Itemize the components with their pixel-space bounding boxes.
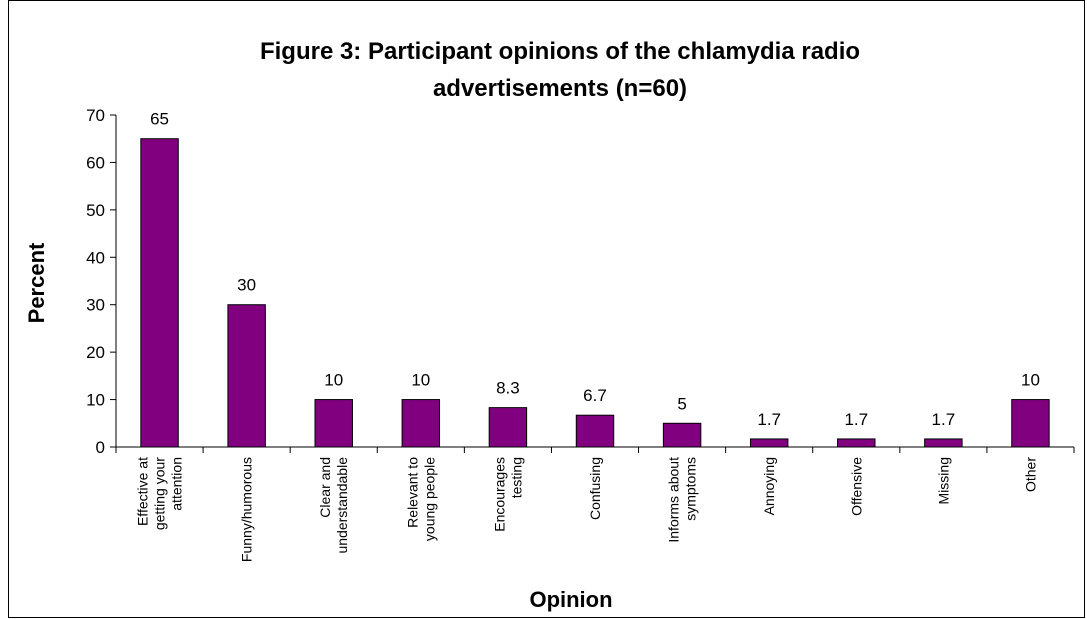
bar [227,304,266,448]
category-label: Effective at [135,457,151,526]
bar [401,399,441,448]
data-label: 1.7 [932,410,956,429]
category-label: understandable [334,457,350,554]
category-label: attention [169,457,185,511]
category-label: Missing [935,457,951,504]
y-tick-label: 70 [86,106,105,125]
bar [1011,399,1050,448]
bar [924,438,963,448]
data-label: 6.7 [583,386,607,405]
data-label: 65 [150,110,169,129]
data-label: 8.3 [496,379,520,398]
data-label: 30 [237,276,256,295]
category-label: symptoms [683,457,699,521]
category-label: Confusing [587,457,603,520]
data-label: 1.7 [757,410,781,429]
category-label: Annoying [761,457,777,515]
bar [575,414,615,448]
category-label: Offensive [848,457,864,516]
y-tick-label: 10 [86,391,105,410]
category-label: Informs about [666,457,682,543]
category-label: Funny/humorous [239,457,255,562]
y-tick-label: 60 [86,153,105,172]
y-tick-label: 20 [86,343,105,362]
category-label: testing [508,457,524,498]
category-label: Relevant to [404,457,420,528]
data-label: 5 [677,394,686,413]
data-label: 1.7 [844,410,868,429]
plot-area: 0 10 20 30 40 50 60 70 65 Effective at getting you… [86,106,1075,562]
data-label: 10 [324,371,343,390]
data-label: 10 [1021,371,1040,390]
category-label: Clear and [317,457,333,518]
data-label: 10 [411,371,430,390]
category-label: Other [1022,457,1038,492]
bar [837,438,876,448]
category-label: getting your [152,457,168,530]
y-axis-title: Percent [24,242,49,323]
y-tick-label: 0 [96,438,105,457]
category-label: young people [421,457,437,541]
bar [488,407,528,448]
bar [314,399,353,448]
chart-frame [8,0,1085,618]
bar [140,138,179,448]
chart-title-line-1: Figure 3: Participant opinions of the ch… [260,38,860,65]
y-tick-label: 50 [86,201,105,220]
y-tick-label: 40 [86,248,105,267]
chart-title: Figure 3: Participant opinions of the ch… [260,38,860,102]
bar [662,422,702,448]
y-tick-label: 30 [86,296,105,315]
category-label: Encourages [491,457,507,532]
x-axis-title: Opinion [529,587,612,612]
bar [749,438,789,448]
chart-title-line-2: advertisements (n=60) [433,75,687,102]
